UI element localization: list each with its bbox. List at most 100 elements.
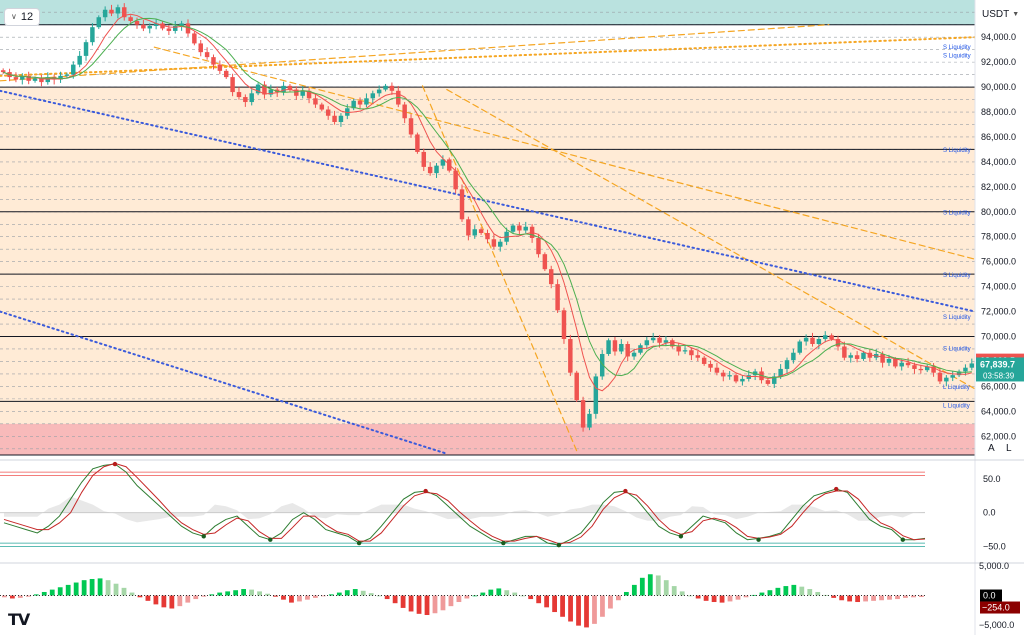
price-tick-label: 72,000.0 (981, 307, 1016, 317)
histogram-bar (512, 592, 518, 596)
candle-body (568, 339, 573, 373)
candle-body (364, 98, 369, 105)
oscillator-tick-label: −50.0 (983, 541, 1006, 551)
candle-body (714, 367, 720, 373)
histogram-bar (647, 574, 653, 596)
candle-body (0, 70, 6, 73)
candle-body (26, 75, 31, 81)
candle-body (765, 380, 771, 384)
histogram-bar (297, 595, 302, 602)
currency-selector[interactable]: USDT ▼ (982, 9, 1019, 20)
moving-average-line (3, 13, 972, 392)
price-tick-label: 92,000.0 (981, 57, 1016, 67)
candle-body (179, 23, 184, 26)
histogram-bar (871, 595, 876, 601)
candle-body (421, 151, 427, 167)
candle-body (478, 229, 484, 233)
histogram-bar (839, 595, 845, 601)
candle-body (185, 23, 191, 34)
candle-body (466, 219, 471, 236)
candle-body (880, 353, 885, 363)
histogram-bar (879, 595, 884, 601)
candle-body (32, 78, 38, 81)
zone-middle (0, 87, 975, 424)
interval-label: 12 (20, 11, 34, 23)
histogram-bar (815, 591, 821, 596)
candle-body (230, 77, 235, 93)
candle-body (587, 413, 592, 428)
histogram-bar (193, 595, 199, 600)
histogram-bar (600, 595, 605, 617)
histogram-bar (496, 588, 502, 596)
candle-body (115, 7, 121, 14)
candle-body (708, 363, 713, 368)
histogram-bar (201, 595, 207, 597)
histogram-bar (233, 590, 239, 596)
histogram-bar (305, 595, 310, 600)
candle-body (816, 339, 822, 344)
candle-body (332, 115, 337, 122)
histogram-bar (727, 595, 733, 602)
histogram-bar (552, 595, 557, 613)
candle-body (255, 84, 261, 94)
price-tick-label: 70,000.0 (981, 332, 1016, 342)
log-scale-button[interactable]: L (1006, 443, 1012, 454)
histogram-bar (289, 595, 294, 603)
tradingview-logo: TV (8, 610, 30, 629)
candle-body (268, 89, 274, 95)
liquidity-label: S Liquidity (943, 273, 971, 279)
histogram-bar (911, 595, 916, 598)
histogram-bar (113, 583, 119, 596)
candle-body (211, 57, 216, 65)
price-tick-label: 82,000.0 (981, 182, 1016, 192)
liquidity-label: L Liquidity (943, 385, 970, 391)
candle-body (803, 337, 809, 342)
candle-body (128, 17, 133, 21)
price-tick-label: 76,000.0 (981, 257, 1016, 267)
oscillator-tick-label: 0.0 (983, 508, 996, 518)
candle-body (77, 55, 82, 65)
oscillator-cross-dot (501, 540, 506, 546)
candle-body (893, 358, 898, 367)
price-tick-label: 84,000.0 (981, 157, 1016, 167)
candle-body (905, 362, 911, 366)
histogram-bar (616, 595, 621, 601)
candle-body (727, 375, 732, 377)
histogram-bar (312, 595, 318, 598)
dashed-trendline (0, 24, 830, 82)
histogram-bar (655, 575, 661, 596)
candle-body (536, 237, 541, 255)
histogram-bar (919, 595, 924, 598)
candle-body (236, 92, 242, 98)
histogram-bar (440, 595, 446, 611)
candle-body (772, 376, 777, 384)
candle-body (517, 225, 522, 231)
oscillator-cross-dot (623, 488, 628, 494)
candle-body (931, 366, 936, 373)
candle-body (842, 346, 847, 358)
candle-body (778, 368, 783, 377)
candle-body (854, 355, 860, 359)
zone-lower (0, 423, 975, 455)
price-tick-label: 88,000.0 (981, 107, 1016, 117)
histogram-bar (895, 595, 900, 600)
dashed-trendline (421, 85, 578, 452)
histogram-bar (663, 580, 669, 596)
price-tick-label: 66,000.0 (981, 381, 1016, 391)
candle-body (848, 355, 853, 358)
oscillator-cross-dot (834, 486, 839, 492)
histogram-bar (639, 577, 645, 596)
candle-body (357, 100, 363, 105)
histogram-bar (9, 595, 15, 599)
candle-body (918, 368, 924, 371)
candle-body (370, 93, 376, 99)
histogram-bar (209, 594, 215, 596)
histogram-bar (432, 595, 438, 614)
auto-scale-button[interactable]: A (988, 443, 995, 454)
candle-body (338, 115, 344, 122)
interval-selector[interactable]: ∨ 12 (4, 8, 41, 26)
histogram-bar (273, 595, 278, 597)
candle-body (217, 64, 223, 71)
histogram-bar (217, 592, 223, 596)
